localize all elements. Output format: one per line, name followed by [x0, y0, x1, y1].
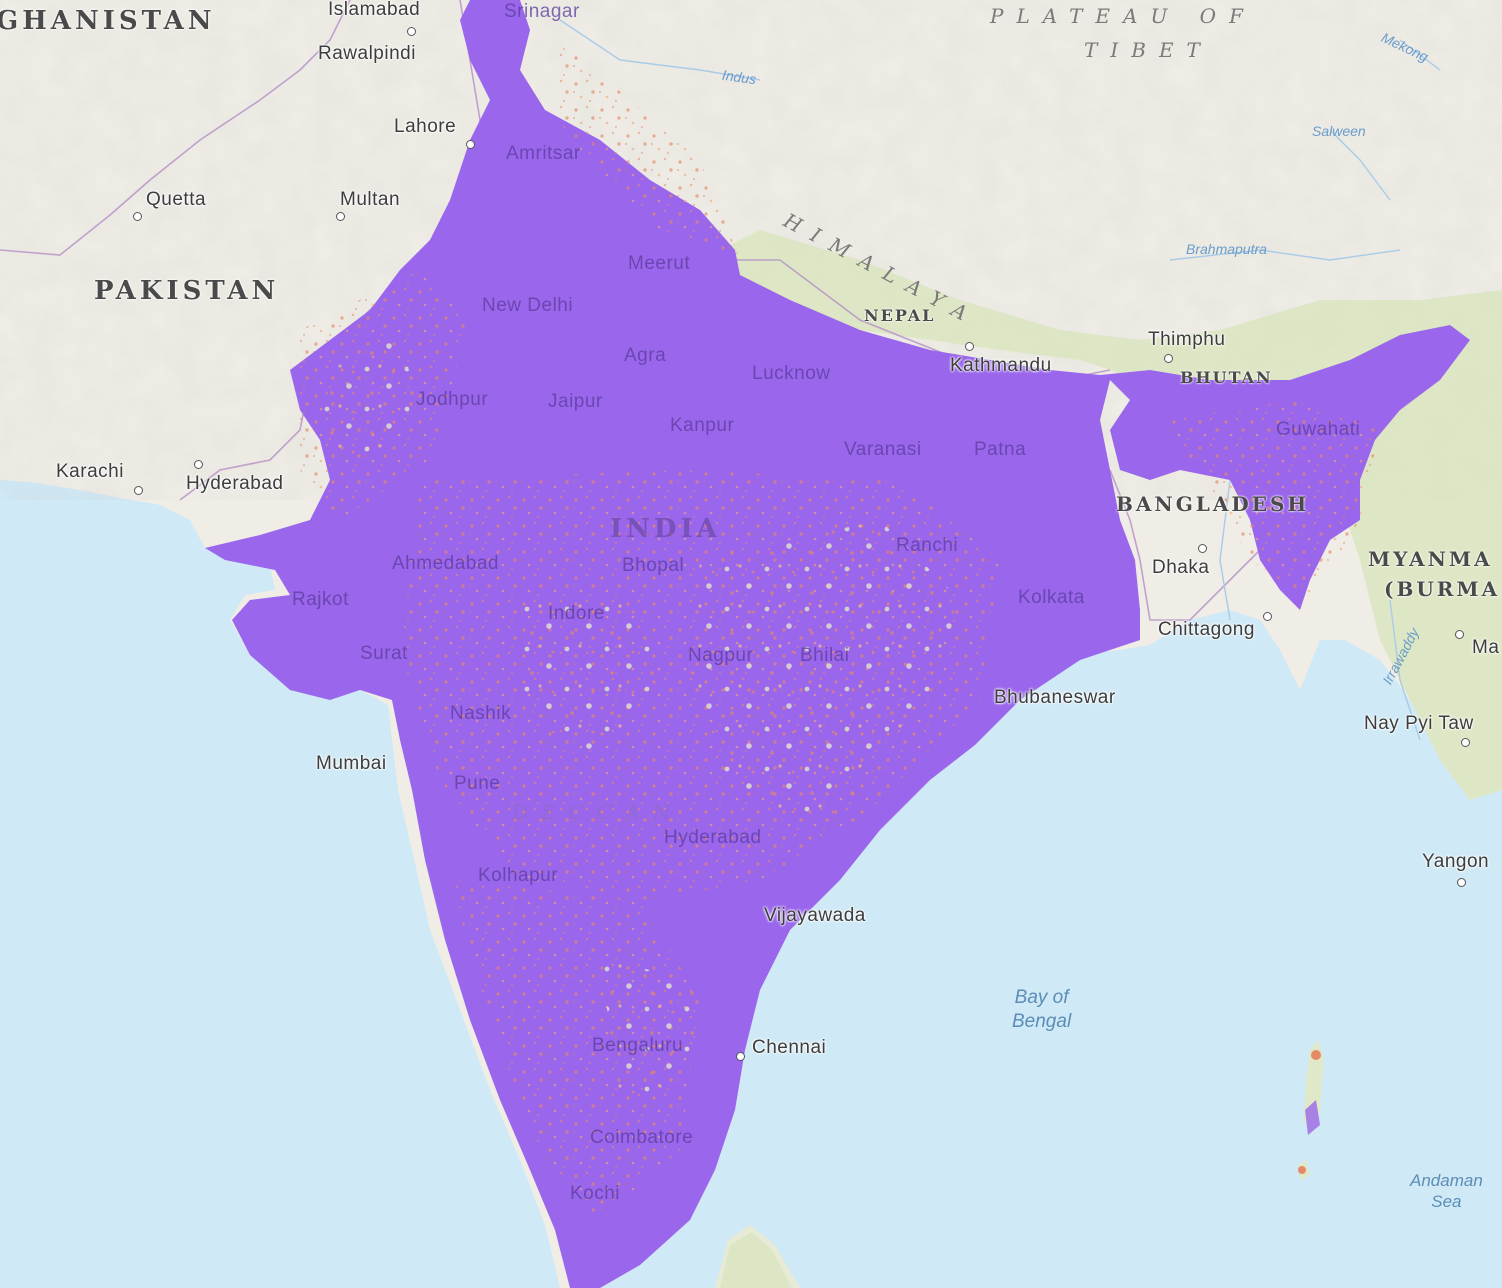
country-label-myanmar: MYANMA	[1368, 547, 1493, 571]
country-label-nepal: NEPAL	[864, 306, 936, 325]
river-label-brahmaputra: Brahmaputra	[1186, 241, 1267, 257]
city-label-mumbai[interactable]: Mumbai	[316, 753, 387, 774]
city-label-lahore[interactable]: Lahore	[394, 116, 457, 137]
city-label-nashik[interactable]: Nashik	[450, 703, 512, 724]
vegetation-sri-lanka	[720, 1232, 792, 1288]
city-marker-lahore[interactable]	[466, 140, 475, 149]
region-label-plateau-of: PLATEAU OF	[990, 4, 1256, 28]
city-label-kolkata[interactable]: Kolkata	[1018, 587, 1085, 608]
city-label-kolhapur[interactable]: Kolhapur	[478, 865, 559, 886]
city-label-thimphu[interactable]: Thimphu	[1148, 329, 1226, 350]
city-label-lucknow[interactable]: Lucknow	[752, 363, 831, 384]
water-label-andaman-sea: Andaman Sea	[1410, 1170, 1483, 1213]
city-marker-chennai[interactable]	[736, 1052, 745, 1061]
city-label-rajkot[interactable]: Rajkot	[292, 589, 349, 610]
andaman-coverage	[1305, 1100, 1320, 1135]
city-label-dhaka[interactable]: Dhaka	[1152, 557, 1210, 578]
city-label-ma[interactable]: Ma	[1472, 637, 1500, 658]
city-label-surat[interactable]: Surat	[360, 643, 408, 664]
city-marker-hyderabad-pk[interactable]	[194, 460, 203, 469]
country-label-burma: (BURMA	[1384, 577, 1501, 601]
country-label-india: INDIA	[610, 514, 721, 544]
region-label-deccan: DECCAN	[512, 800, 684, 824]
city-label-nay-pyi-taw[interactable]: Nay Pyi Taw	[1364, 713, 1474, 734]
country-label-pakistan: PAKISTAN	[94, 276, 280, 306]
country-label-bhutan: BHUTAN	[1180, 368, 1273, 387]
city-label-multan[interactable]: Multan	[340, 189, 401, 210]
city-marker-karachi[interactable]	[134, 486, 143, 495]
city-label-kochi[interactable]: Kochi	[570, 1183, 621, 1204]
andaman-coverage-dot	[1311, 1050, 1321, 1060]
city-label-amritsar[interactable]: Amritsar	[506, 143, 581, 164]
city-label-vijayawada[interactable]: Vijayawada	[764, 905, 866, 926]
city-label-bhopal[interactable]: Bhopal	[622, 555, 685, 576]
country-label-bangladesh: BANGLADESH	[1116, 492, 1310, 516]
city-label-new-delhi[interactable]: New Delhi	[482, 295, 574, 316]
city-label-ranchi[interactable]: Ranchi	[896, 535, 959, 556]
city-label-varanasi[interactable]: Varanasi	[844, 439, 922, 460]
river-label-salween: Salween	[1312, 123, 1366, 139]
water-label-bengal: Bengal	[1012, 1010, 1072, 1032]
city-marker-dhaka[interactable]	[1198, 544, 1207, 553]
city-label-pune[interactable]: Pune	[454, 773, 501, 794]
water-label-sea: Sea	[1431, 1192, 1462, 1212]
city-marker-nay-pyi-taw[interactable]	[1461, 738, 1470, 747]
nicobar-coverage-dot	[1298, 1166, 1306, 1174]
city-label-meerut[interactable]: Meerut	[628, 253, 691, 274]
city-label-chittagong[interactable]: Chittagong	[1158, 619, 1255, 640]
city-label-islamabad[interactable]: Islamabad	[328, 0, 421, 20]
city-label-indore[interactable]: Indore	[548, 603, 605, 624]
city-marker-kathmandu[interactable]	[965, 342, 974, 351]
city-label-chennai[interactable]: Chennai	[752, 1037, 827, 1058]
city-marker-quetta[interactable]	[133, 212, 142, 221]
city-label-patna[interactable]: Patna	[974, 439, 1027, 460]
city-label-rawalpindi[interactable]: Rawalpindi	[318, 43, 416, 64]
city-label-yangon[interactable]: Yangon	[1422, 851, 1490, 872]
coverage-gaps	[320, 330, 960, 1100]
city-label-quetta[interactable]: Quetta	[146, 189, 207, 210]
water-label-bay-of-bengal: Bay of Bengal	[1012, 986, 1071, 1034]
vegetation-himalaya	[700, 230, 1502, 800]
city-label-coimbatore[interactable]: Coimbatore	[590, 1127, 694, 1148]
city-marker-thimphu[interactable]	[1164, 354, 1173, 363]
country-label-afghanistan: GHANISTAN	[0, 6, 216, 36]
city-marker-multan[interactable]	[336, 212, 345, 221]
water-label-andaman: Andaman	[1410, 1171, 1483, 1190]
city-label-hyderabad-in[interactable]: Hyderabad	[664, 827, 762, 848]
city-marker-islamabad[interactable]	[407, 27, 416, 36]
city-marker-ma[interactable]	[1455, 630, 1464, 639]
city-label-kathmandu[interactable]: Kathmandu	[950, 355, 1052, 376]
city-label-karachi[interactable]: Karachi	[56, 461, 124, 482]
city-label-bhilai[interactable]: Bhilai	[800, 645, 850, 666]
city-label-agra[interactable]: Agra	[624, 345, 667, 366]
city-label-jaipur[interactable]: Jaipur	[548, 391, 603, 412]
river-lines	[559, 19, 1441, 741]
city-label-guwahati[interactable]: Guwahati	[1276, 419, 1361, 440]
city-label-jodhpur[interactable]: Jodhpur	[416, 389, 489, 410]
city-label-kanpur[interactable]: Kanpur	[670, 415, 735, 436]
city-marker-yangon[interactable]	[1457, 878, 1466, 887]
city-label-srinagar[interactable]: Srinagar	[504, 1, 580, 22]
city-label-nagpur[interactable]: Nagpur	[688, 645, 754, 666]
city-label-bengaluru[interactable]: Bengaluru	[592, 1035, 684, 1056]
region-label-tibet: TIBET	[1084, 38, 1213, 62]
city-label-bhubaneswar[interactable]: Bhubaneswar	[994, 687, 1116, 708]
city-label-ahmedabad[interactable]: Ahmedabad	[392, 553, 499, 574]
water-label-bay-of: Bay of	[1014, 987, 1069, 1008]
city-label-hyderabad-pk[interactable]: Hyderabad	[186, 473, 284, 494]
city-marker-chittagong[interactable]	[1263, 612, 1272, 621]
